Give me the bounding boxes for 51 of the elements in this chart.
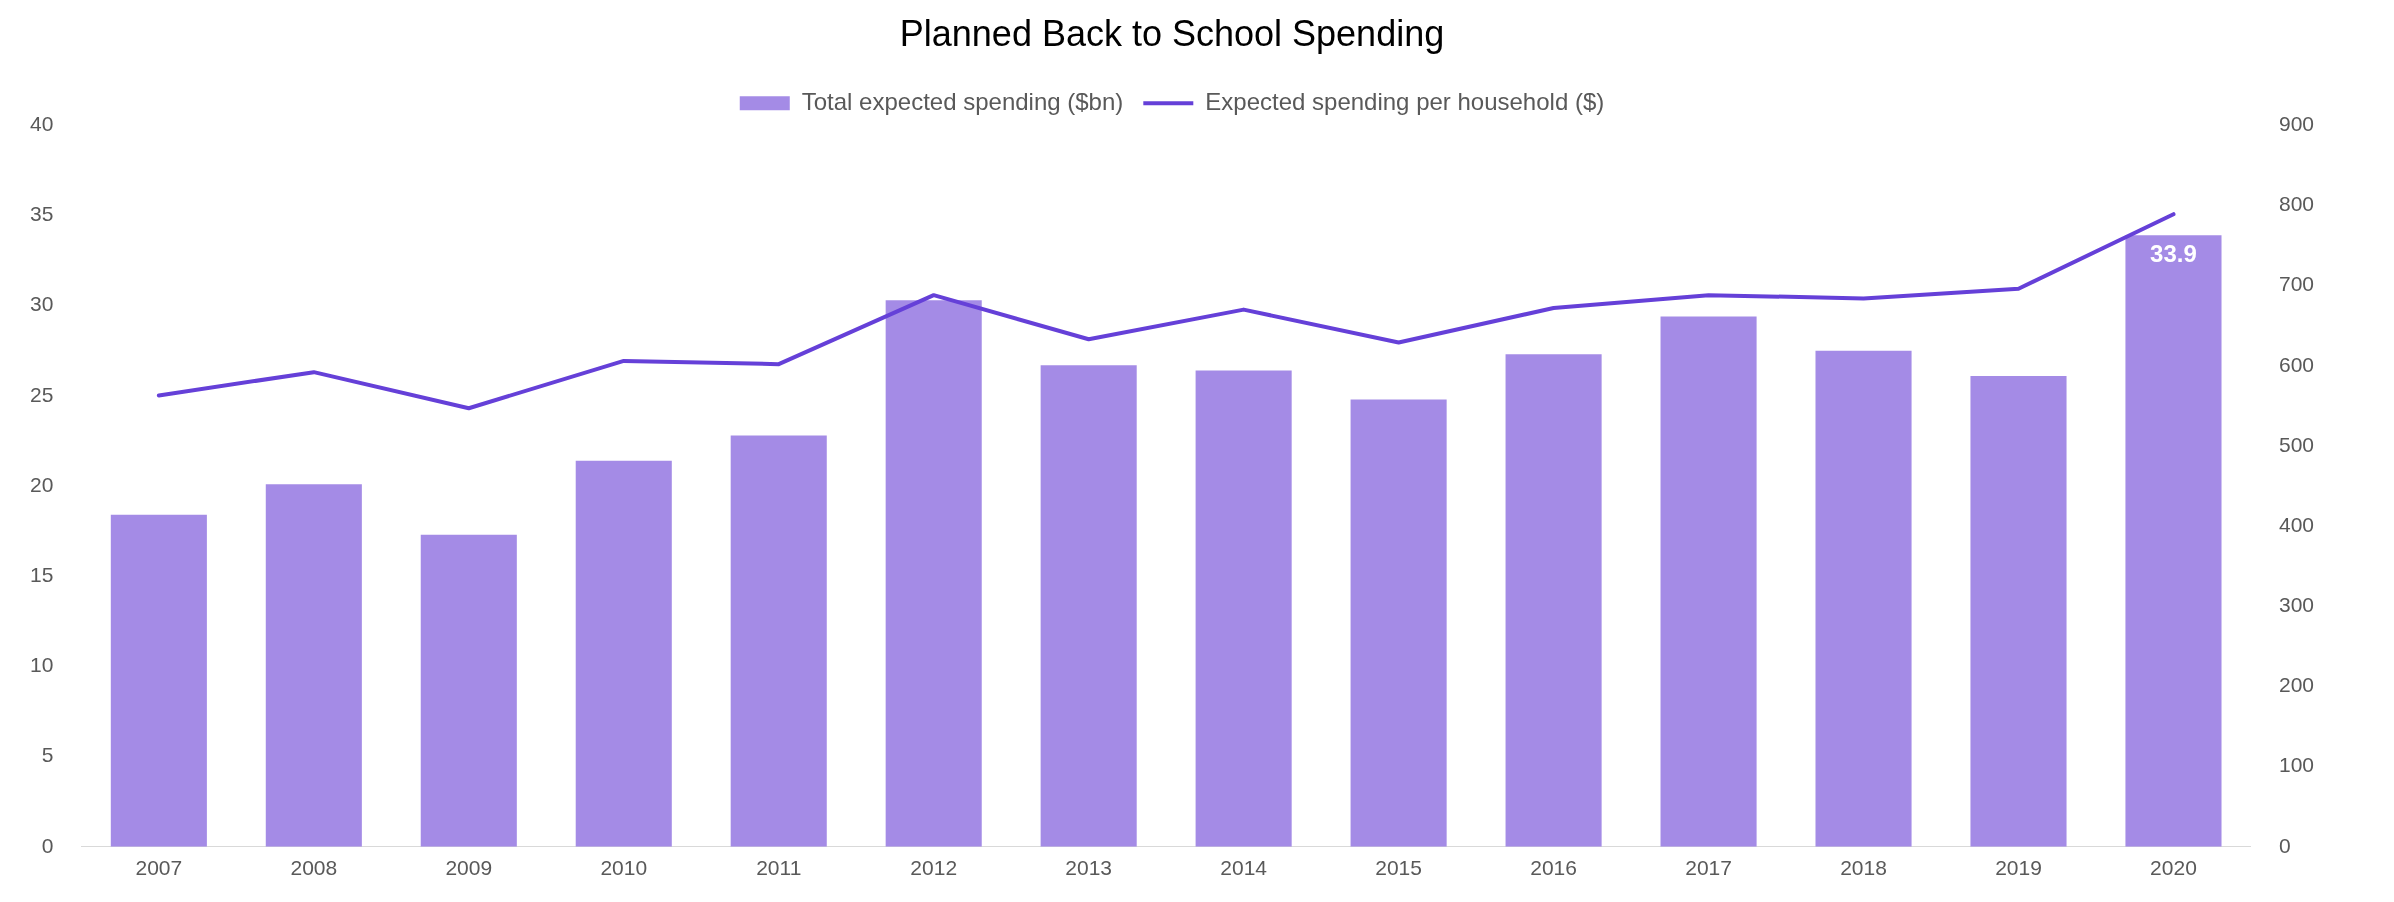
bar [1815, 350, 1912, 847]
bar [1660, 316, 1757, 847]
y2-tick-label: 700 [2278, 272, 2315, 296]
x-tick-label: 2013 [1065, 856, 1113, 880]
data-label: 33.9 [2150, 239, 2197, 267]
bar [575, 460, 672, 847]
x-tick-label: 2007 [135, 856, 183, 880]
y2-tick-label: 900 [2278, 112, 2315, 135]
y2-tick-label: 0 [2278, 833, 2291, 857]
y-tick-label: 30 [30, 292, 54, 316]
x-tick-label: 2011 [756, 856, 802, 880]
x-tick-label: 2015 [1375, 856, 1422, 880]
x-tick-label: 2020 [2150, 856, 2197, 880]
x-tick-label: 2017 [1685, 856, 1732, 880]
bar [1040, 365, 1137, 847]
legend-label: Total expected spending ($bn) [801, 87, 1124, 115]
y2-tick-label: 200 [2278, 673, 2315, 697]
bar [1505, 354, 1602, 847]
y-tick-label: 25 [30, 382, 54, 406]
bar [110, 514, 207, 847]
y2-tick-label: 100 [2278, 753, 2315, 777]
bar [885, 300, 982, 847]
legend-label: Expected spending per household ($) [1205, 87, 1605, 115]
x-tick-label: 2010 [600, 856, 648, 880]
y-tick-label: 40 [30, 112, 54, 135]
bar [420, 534, 517, 847]
y-tick-label: 0 [41, 833, 54, 857]
y2-tick-label: 500 [2278, 432, 2315, 456]
bar [1970, 375, 2067, 847]
x-tick-label: 2019 [1995, 856, 2042, 880]
y-tick-label: 20 [30, 472, 54, 496]
bar [1350, 399, 1447, 847]
chart-title: Planned Back to School Spending [899, 12, 1445, 54]
x-tick-label: 2018 [1840, 856, 1887, 880]
y2-tick-label: 300 [2278, 593, 2315, 617]
bar [2125, 235, 2222, 847]
x-tick-label: 2014 [1220, 856, 1268, 880]
x-tick-label: 2008 [290, 856, 338, 880]
y-tick-label: 35 [30, 202, 54, 226]
x-tick-label: 2009 [445, 856, 493, 880]
y2-tick-label: 600 [2278, 352, 2315, 376]
y-tick-label: 5 [41, 743, 54, 767]
x-tick-label: 2016 [1530, 856, 1577, 880]
bar [730, 435, 827, 847]
y2-tick-label: 800 [2278, 192, 2315, 216]
bar [265, 484, 362, 847]
bar [1195, 370, 1292, 847]
y-tick-label: 15 [30, 563, 54, 586]
y2-tick-label: 400 [2278, 512, 2315, 536]
y-tick-label: 10 [30, 653, 54, 677]
x-tick-label: 2012 [910, 856, 958, 880]
